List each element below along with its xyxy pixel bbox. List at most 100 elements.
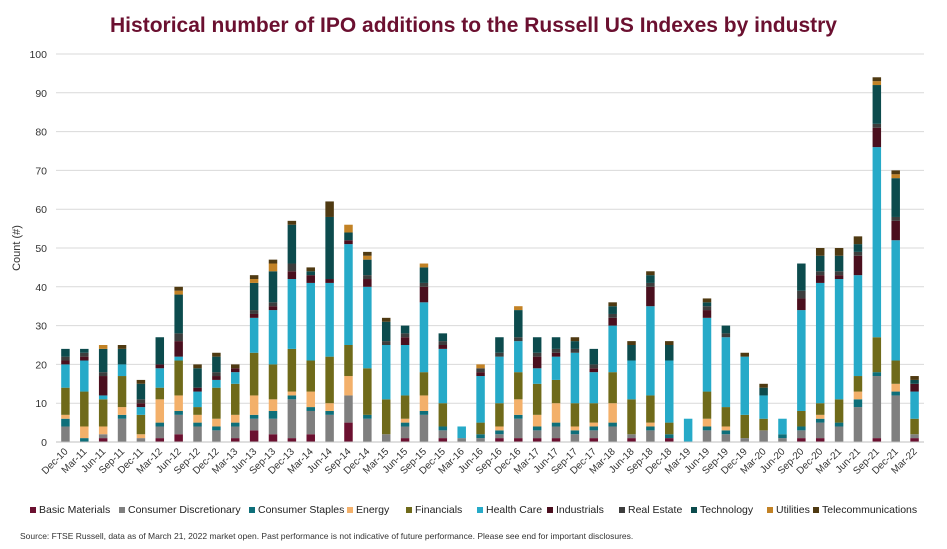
bar-segment-technology (608, 306, 617, 314)
y-tick-label: 70 (35, 165, 47, 177)
bar-segment-technology (306, 271, 315, 276)
bar-segment-health-care (231, 372, 240, 384)
bar-segment-real-estate (268, 302, 278, 307)
bar-segment-real-estate (532, 352, 542, 357)
bar-segment-industrials (646, 286, 655, 307)
bar-segment-technology (381, 321, 391, 342)
bar-segment-technology (759, 387, 768, 396)
bar-segment-financials (117, 376, 127, 408)
bar-segment-consumer-discretionary (778, 438, 787, 442)
bar-segment-consumer-discretionary (570, 434, 580, 442)
bar-segment-real-estate (834, 271, 844, 276)
bar-segment-basic-materials (797, 438, 806, 442)
bar-segment-industrials (551, 352, 561, 357)
bar-segment-industrials (268, 306, 278, 311)
bar-segment-real-estate (646, 282, 655, 287)
bar-segment-basic-materials (400, 438, 410, 442)
legend-item-label: Real Estate (628, 504, 682, 516)
bar-segment-health-care (344, 244, 353, 345)
bar-segment-financials (627, 399, 636, 435)
bar-segment-industrials (872, 127, 882, 148)
bar-segment-basic-materials (306, 434, 315, 442)
bar-segment-industrials (155, 364, 165, 369)
bar-segment-consumer-staples (721, 430, 731, 435)
bar-segment-consumer-staples (646, 426, 655, 431)
bar-segment-technology (193, 368, 202, 388)
bar-segment-technology (646, 275, 655, 283)
bar-segment-health-care (910, 391, 919, 419)
bar-segment-consumer-discretionary (174, 414, 183, 435)
bar-segment-technology (532, 337, 542, 353)
bar-segment-financials (98, 399, 108, 427)
bar-segment-financials (476, 422, 485, 435)
bar-segment-telecommunications (193, 364, 202, 369)
bar-segment-energy (702, 418, 712, 427)
legend-swatch (477, 507, 483, 513)
bar-segment-financials (853, 376, 863, 392)
bar-segment-consumer-discretionary (740, 438, 749, 442)
bar-segment-consumer-discretionary (797, 430, 806, 439)
bar-segment-telecommunications (759, 383, 768, 388)
bar-segment-energy (400, 418, 410, 423)
bar-segment-industrials (231, 368, 240, 373)
bar-segment-consumer-staples (155, 422, 165, 427)
bar-segment-health-care (80, 360, 89, 392)
bar-segment-consumer-staples (665, 434, 674, 439)
bar-segment-technology (570, 341, 580, 349)
bar-segment-industrials (249, 313, 259, 318)
source-note: Source: FTSE Russell, data as of March 2… (20, 531, 634, 541)
gridlines (56, 53, 924, 404)
bar-segment-consumer-staples (306, 407, 315, 411)
bar-segment-consumer-staples (815, 418, 825, 423)
bar-segment-basic-materials (665, 438, 674, 442)
legend-swatch (406, 507, 412, 513)
bar-segment-energy (419, 395, 429, 411)
bar-segment-technology (363, 259, 372, 276)
y-tick-label: 30 (35, 321, 47, 333)
bar-segment-technology (61, 348, 70, 357)
legend-swatch (691, 507, 697, 513)
bar-segment-telecommunications (212, 352, 221, 357)
bar-segment-real-estate (80, 352, 89, 357)
bar-segment-telecommunications (853, 236, 863, 245)
bar-segment-utilities (872, 81, 882, 86)
bar-segment-financials (532, 383, 542, 415)
bar-segment-real-estate (381, 341, 391, 345)
bar-segment-energy (344, 376, 353, 396)
bar-segment-utilities (476, 364, 485, 369)
bar-segment-consumer-staples (797, 426, 806, 431)
bar-segment-technology (325, 216, 334, 280)
bar-segment-financials (325, 356, 334, 404)
bar-segment-consumer-staples (61, 418, 70, 427)
y-tick-label: 0 (41, 437, 47, 449)
bars (61, 77, 919, 442)
bar-segment-health-care (853, 275, 863, 377)
bar-segment-energy (249, 395, 259, 415)
bar-segment-industrials (608, 317, 617, 326)
bar-segment-health-care (608, 325, 617, 373)
bar-segment-telecommunications (136, 379, 146, 384)
bar-segment-utilities (344, 224, 353, 233)
bar-segment-financials (665, 422, 674, 435)
bar-segment-energy (646, 422, 655, 427)
bar-segment-technology (249, 282, 259, 311)
bar-segment-health-care (495, 356, 504, 404)
bar-segment-health-care (419, 302, 429, 373)
bar-segment-telecommunications (174, 286, 183, 291)
bar-segment-technology (797, 263, 806, 291)
bar-segment-telecommunications (268, 259, 278, 264)
bar-segment-technology (174, 294, 183, 334)
bar-segment-health-care (325, 282, 334, 357)
y-tick-label: 50 (35, 243, 47, 255)
bar-segment-industrials (438, 345, 448, 349)
bar-segment-technology (721, 325, 731, 334)
bar-segment-health-care (306, 282, 315, 361)
bar-segment-real-estate (797, 290, 806, 299)
bar-segment-technology (910, 379, 919, 384)
bar-segment-consumer-staples (702, 426, 712, 431)
bar-segment-financials (306, 360, 315, 392)
bar-segment-consumer-staples (212, 426, 221, 431)
y-axis-label: Count (#) (11, 225, 23, 271)
bar-segment-utilities (891, 174, 900, 179)
bar-segment-telecommunications (570, 337, 580, 342)
